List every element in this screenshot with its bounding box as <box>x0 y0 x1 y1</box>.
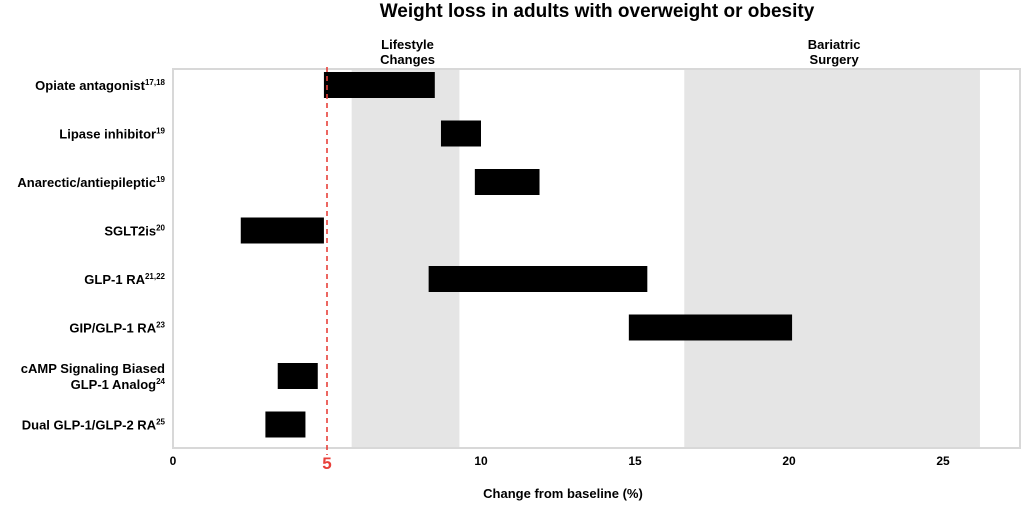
x-tick-label: 20 <box>782 454 796 468</box>
category-label-text: Lipase inhibitor <box>59 127 156 142</box>
x-axis-label: Change from baseline (%) <box>483 486 643 501</box>
category-label: Anarectic/antiepileptic19 <box>17 175 165 190</box>
range-bar <box>628 314 793 341</box>
plot-border <box>172 68 1021 449</box>
x-tick-label: 0 <box>170 454 177 468</box>
category-label-text: Opiate antagonist <box>35 78 145 93</box>
category-label-text: SGLT2is <box>104 224 156 239</box>
reference-line-layer: 5 <box>322 67 332 473</box>
band-label: Changes <box>380 52 435 67</box>
category-label-line2: GLP-1 Analog <box>71 377 157 392</box>
category-superscript: 20 <box>156 224 165 233</box>
band-label: Surgery <box>810 52 860 67</box>
category-label: GLP-1 RA21,22 <box>84 272 165 287</box>
plot-frame <box>172 68 1021 449</box>
category-label: Lipase inhibitor19 <box>59 127 165 142</box>
category-superscript: 19 <box>156 175 165 184</box>
band-region <box>684 69 980 448</box>
category-label: Opiate antagonist17,18 <box>35 78 165 93</box>
band-label: Lifestyle <box>381 37 434 52</box>
category-label-text: GIP/GLP-1 RA <box>69 321 156 336</box>
category-superscript: 17,18 <box>145 78 166 87</box>
bars-layer <box>240 72 793 438</box>
category-superscript: 23 <box>156 321 165 330</box>
range-bar <box>474 169 540 195</box>
chart-title: Weight loss in adults with overweight or… <box>380 1 815 22</box>
range-bar <box>440 120 481 147</box>
x-axis-ticks: 0 10 15 20 25 <box>170 454 950 468</box>
category-superscript: 24 <box>156 377 165 386</box>
category-label: SGLT2is20 <box>104 224 165 239</box>
x-tick-label: 25 <box>936 454 950 468</box>
category-superscript: 21,22 <box>145 272 166 281</box>
range-bar <box>277 363 318 389</box>
range-bar <box>265 411 306 438</box>
category-label-text: Anarectic/antiepileptic <box>17 175 156 190</box>
reference-line-label: 5 <box>322 454 331 473</box>
category-label-text: Dual GLP-1/GLP-2 RA <box>22 418 157 433</box>
category-label: GLP-1 Analog24 <box>71 377 166 392</box>
x-tick-label: 10 <box>474 454 488 468</box>
range-bar <box>428 266 648 292</box>
category-label-text: GLP-1 RA <box>84 272 145 287</box>
range-bar <box>240 217 324 244</box>
x-tick-label: 15 <box>628 454 642 468</box>
category-superscript: 19 <box>156 127 165 136</box>
band-label: Bariatric <box>808 37 861 52</box>
category-label: Dual GLP-1/GLP-2 RA25 <box>22 418 166 433</box>
category-label: cAMP Signaling Biased <box>21 361 165 376</box>
category-label: GIP/GLP-1 RA23 <box>69 321 165 336</box>
category-superscript: 25 <box>156 418 165 427</box>
range-bar <box>323 72 435 98</box>
